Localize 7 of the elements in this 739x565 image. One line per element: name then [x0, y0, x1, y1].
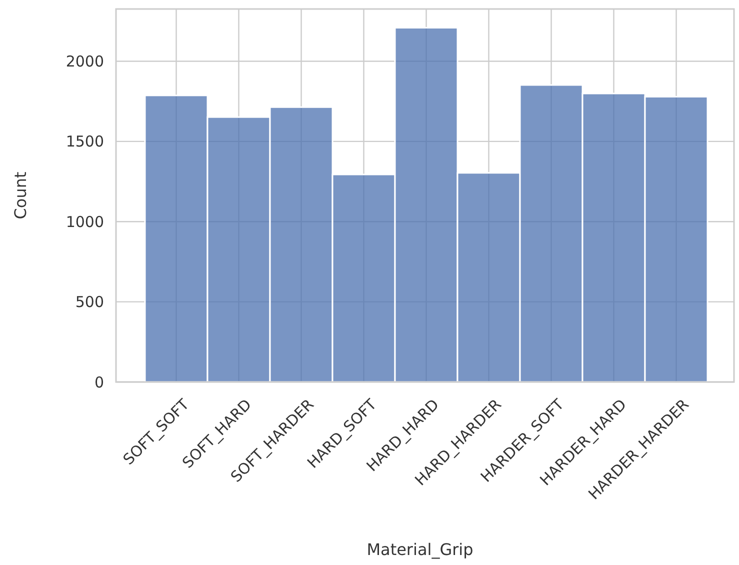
y-tick-label: 1000 — [66, 212, 104, 231]
y-tick-label: 500 — [75, 293, 104, 312]
x-axis-title: Material_Grip — [366, 540, 474, 559]
y-tick-label: 1500 — [66, 132, 104, 151]
y-tick-label: 2000 — [66, 52, 104, 71]
y-tick-label: 0 — [94, 373, 104, 392]
y-axis-title: Count — [11, 172, 30, 220]
